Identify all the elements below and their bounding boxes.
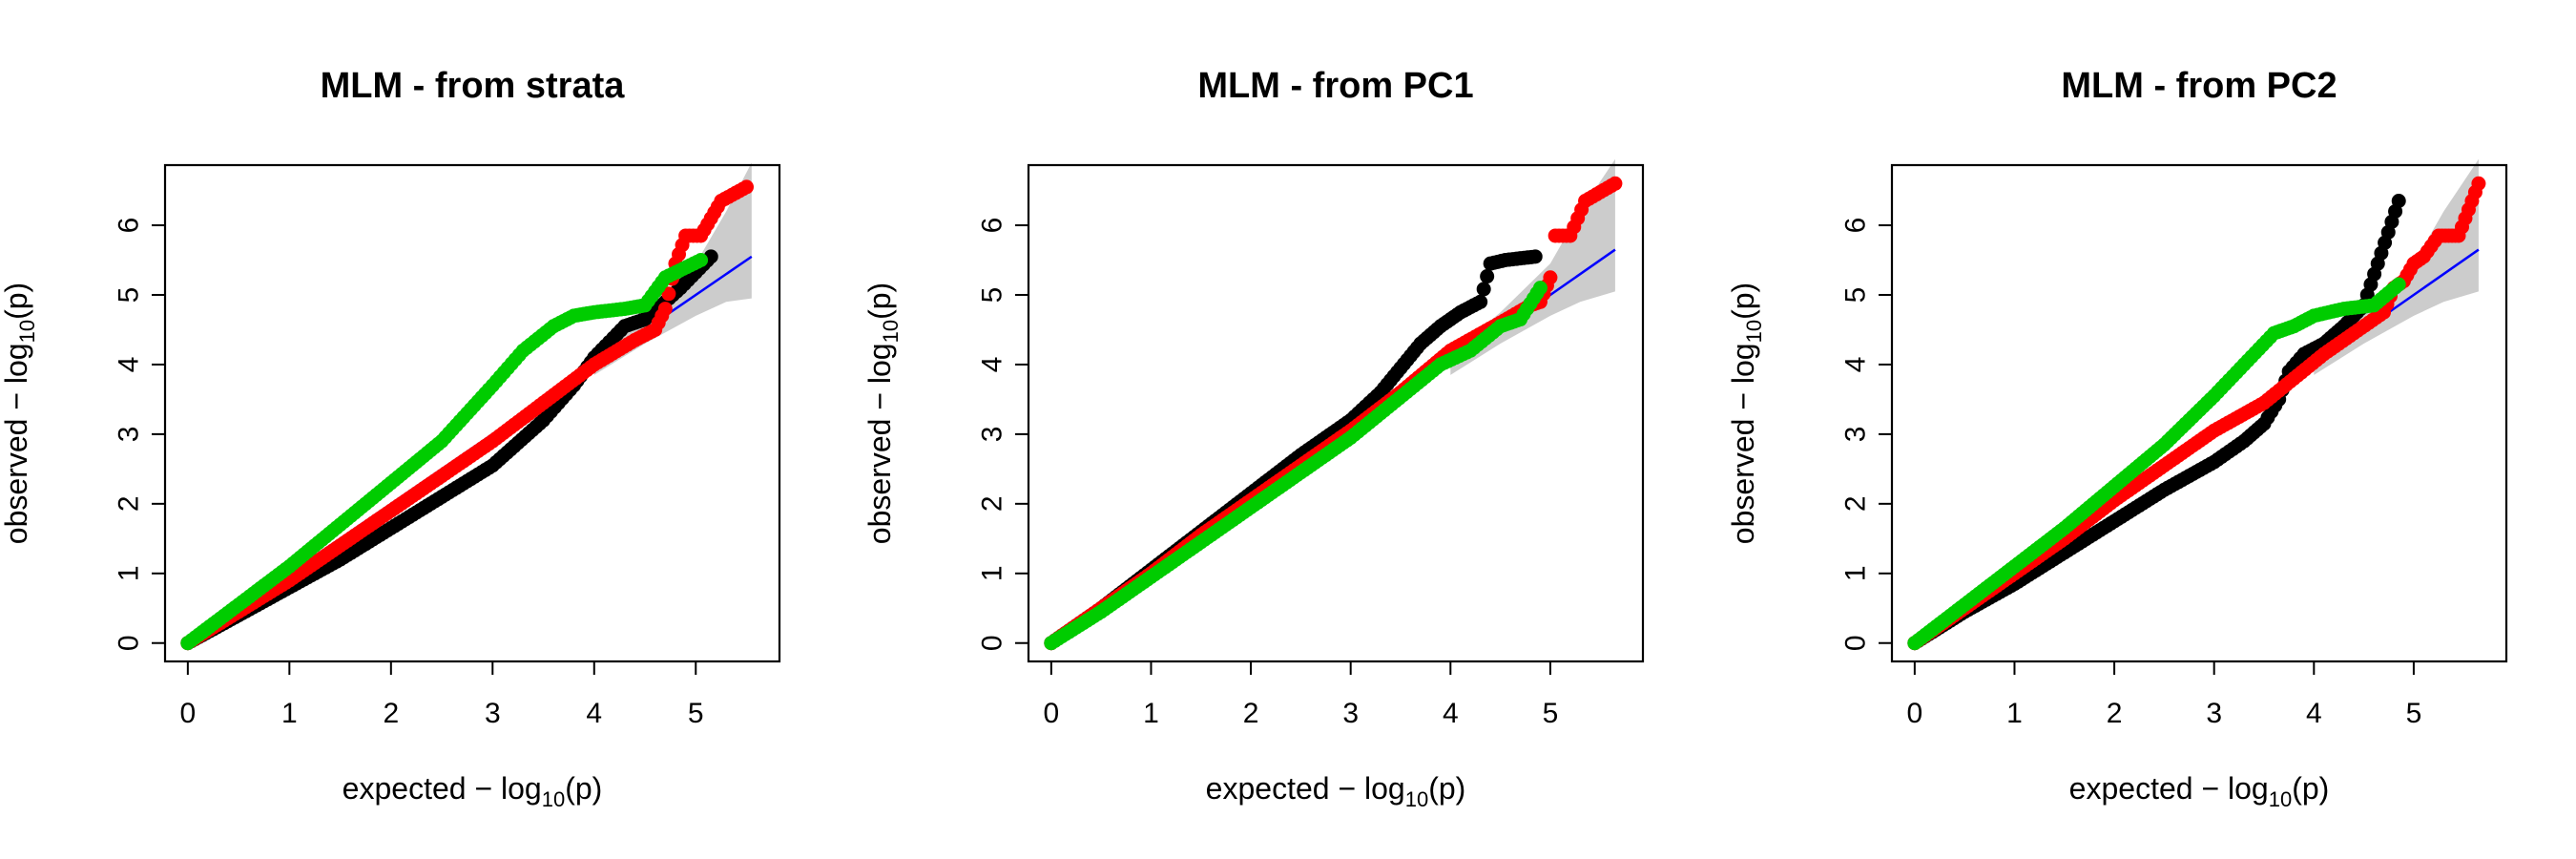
- x-tick-label: 5: [688, 698, 704, 729]
- qq-panel-3: MLM - from PC2 0 1 2 3 4 5 0 1 2 3 4 5 6 expected − lo…: [1726, 66, 2508, 811]
- y-axis: 0 1 2 3 4 5 6: [1840, 218, 1893, 651]
- x-tick-label: 2: [2107, 698, 2123, 729]
- data-point: [2391, 193, 2406, 208]
- data-point: [1608, 176, 1623, 191]
- y-axis-label-subscript: 10: [1742, 320, 1766, 343]
- x-axis-label-suffix: (p): [565, 771, 602, 806]
- y-tick-label: 2: [1840, 495, 1872, 512]
- chart-title: MLM - from PC1: [1197, 66, 1473, 106]
- qq-panel-2: MLM - from PC1 0 1 2 3 4 5 0 1 2 3 4 5 6 expected − lo…: [862, 66, 1645, 811]
- x-tick-label: 4: [1443, 698, 1459, 729]
- series-3: [1044, 281, 1548, 651]
- y-tick-label: 5: [114, 287, 145, 304]
- y-tick-label: 2: [114, 495, 145, 512]
- series-3: [1907, 277, 2406, 651]
- x-axis-label: expected − log10(p): [343, 771, 603, 811]
- data-point: [1532, 281, 1548, 296]
- x-axis-label-subscript: 10: [2269, 787, 2292, 811]
- y-tick-label: 2: [977, 495, 1008, 512]
- x-axis-label-text: expected − log: [343, 771, 542, 806]
- y-axis-label: observed − log10(p): [862, 283, 903, 544]
- data-point: [1473, 294, 1488, 309]
- y-tick-label: 4: [1840, 357, 1872, 373]
- x-axis-label: expected − log10(p): [1206, 771, 1466, 811]
- x-axis: 0 1 2 3 4 5: [180, 660, 704, 729]
- series-3: [180, 253, 709, 651]
- x-tick-label: 2: [1243, 698, 1259, 729]
- x-axis-label-suffix: (p): [2292, 771, 2329, 806]
- y-axis-label-suffix: (p): [862, 283, 897, 320]
- y-tick-label: 6: [114, 218, 145, 234]
- x-axis-label-suffix: (p): [1428, 771, 1465, 806]
- y-axis-label-suffix: (p): [1726, 283, 1760, 320]
- y-axis-label-text: observed − log: [0, 343, 33, 544]
- y-tick-label: 0: [1840, 635, 1872, 651]
- x-axis: 0 1 2 3 4 5: [1907, 660, 2422, 729]
- y-tick-label: 6: [977, 218, 1008, 234]
- x-tick-label: 4: [2306, 698, 2322, 729]
- x-axis-label: expected − log10(p): [2069, 771, 2330, 811]
- x-tick-label: 2: [383, 698, 399, 729]
- x-axis-label-subscript: 10: [542, 787, 565, 811]
- data-point: [1480, 269, 1495, 284]
- x-tick-label: 1: [1143, 698, 1159, 729]
- data-point: [694, 253, 709, 268]
- chart-title: MLM - from PC2: [2061, 66, 2337, 106]
- x-tick-label: 0: [1044, 698, 1060, 729]
- y-tick-label: 4: [114, 357, 145, 373]
- data-point: [1543, 270, 1558, 285]
- x-tick-label: 5: [1543, 698, 1559, 729]
- y-tick-label: 3: [114, 427, 145, 443]
- data-point: [2471, 176, 2486, 191]
- y-tick-label: 5: [977, 287, 1008, 304]
- y-tick-label: 0: [114, 635, 145, 651]
- y-axis-label: observed − log10(p): [1726, 283, 1766, 544]
- y-axis-label-subscript: 10: [879, 320, 903, 343]
- y-axis-label-subscript: 10: [15, 320, 39, 343]
- data-point: [661, 286, 676, 302]
- data-point: [1527, 249, 1543, 264]
- x-tick-label: 0: [1907, 698, 1923, 729]
- x-tick-label: 1: [281, 698, 298, 729]
- x-tick-label: 1: [2006, 698, 2023, 729]
- y-axis-label-text: observed − log: [1726, 343, 1760, 544]
- y-axis-label-text: observed − log: [862, 343, 897, 544]
- data-point: [657, 302, 673, 317]
- y-tick-label: 1: [114, 565, 145, 581]
- y-tick-label: 4: [977, 357, 1008, 373]
- y-tick-label: 0: [977, 635, 1008, 651]
- y-axis-label: observed − log10(p): [0, 283, 39, 544]
- x-tick-label: 4: [586, 698, 602, 729]
- y-axis: 0 1 2 3 4 5 6: [114, 218, 166, 651]
- x-tick-label: 0: [180, 698, 197, 729]
- data-point: [739, 179, 754, 195]
- x-axis-label-subscript: 10: [1405, 787, 1428, 811]
- y-axis: 0 1 2 3 4 5 6: [977, 218, 1029, 651]
- y-tick-label: 3: [1840, 427, 1872, 443]
- x-tick-label: 5: [2406, 698, 2422, 729]
- y-axis-label-suffix: (p): [0, 283, 33, 320]
- y-tick-label: 3: [977, 427, 1008, 443]
- x-tick-label: 3: [1342, 698, 1359, 729]
- x-axis: 0 1 2 3 4 5: [1044, 660, 1559, 729]
- y-tick-label: 1: [977, 565, 1008, 581]
- x-tick-label: 3: [2206, 698, 2222, 729]
- x-axis-label-text: expected − log: [2069, 771, 2269, 806]
- data-point: [1476, 282, 1491, 297]
- x-tick-label: 3: [485, 698, 501, 729]
- y-tick-label: 1: [1840, 565, 1872, 581]
- qq-panel-1: MLM - from strata 0 1 2 3 4 5 0 1 2 3 4 5 6 expected −…: [0, 66, 781, 811]
- x-axis-label-text: expected − log: [1206, 771, 1405, 806]
- y-tick-label: 6: [1840, 218, 1872, 234]
- y-tick-label: 5: [1840, 287, 1872, 304]
- chart-title: MLM - from strata: [321, 66, 626, 106]
- data-point: [2391, 277, 2406, 292]
